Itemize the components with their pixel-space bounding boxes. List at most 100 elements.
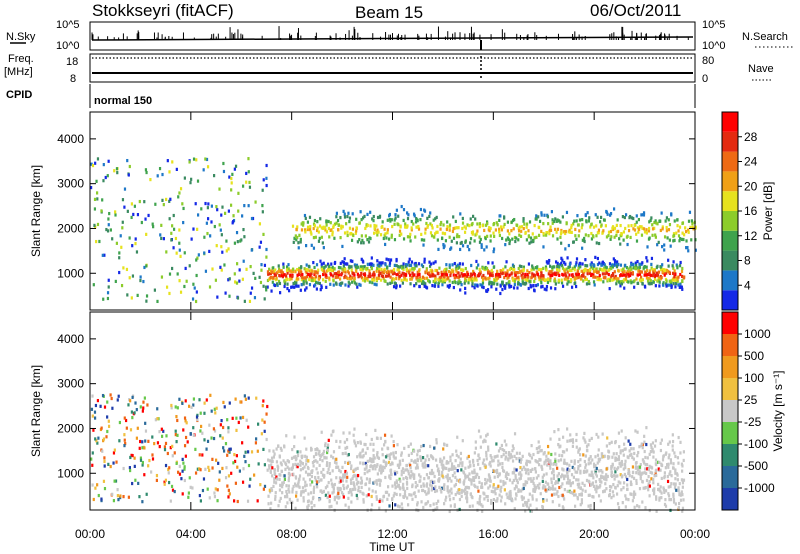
cell [604,224,607,228]
cell [515,478,518,483]
cell [301,272,304,277]
cell [549,273,552,277]
cell [460,272,463,276]
cell [448,228,451,232]
cell [679,285,683,289]
cell [635,277,638,281]
cell [577,448,580,452]
cell [90,162,93,166]
cell [453,504,456,509]
cell [308,215,312,219]
cell [665,279,668,283]
cell [450,239,453,243]
cell [499,499,503,503]
cell [592,235,595,239]
cell [364,451,367,455]
cell [375,482,379,486]
cell [344,268,347,272]
cell [556,227,560,231]
cell [216,488,219,492]
cell [335,282,338,286]
cell [414,494,417,499]
cell [473,471,476,475]
cell [584,233,587,237]
cell [241,214,244,218]
cell [392,269,395,274]
cell [508,273,511,277]
cell [455,275,458,279]
cell [476,501,479,505]
cell [602,268,605,272]
cell [354,487,357,491]
cell [106,296,110,301]
cell [604,272,607,276]
cell [660,438,663,442]
cell [387,493,391,497]
cell [582,469,586,473]
cell [446,488,449,493]
cell [400,273,403,277]
cell [616,474,619,478]
cell [309,483,312,487]
cell [577,485,580,489]
cell [416,466,419,470]
cell [91,483,94,487]
cell [464,488,467,492]
cell [560,230,563,234]
cell [265,255,268,259]
cell [344,503,347,507]
cell [198,398,201,402]
cell [501,280,504,284]
cell [576,482,579,487]
cell [154,418,157,422]
cell [663,502,667,507]
cell [548,232,551,236]
cell [535,447,538,451]
cell [184,454,187,458]
cell [587,443,590,447]
cell [305,458,308,463]
cell [228,277,231,281]
cell [504,243,507,247]
cell [179,254,182,258]
cell [532,476,535,481]
cell [121,198,125,202]
cell [335,215,338,219]
cell [310,505,313,510]
cell [565,462,569,466]
cell [613,270,616,274]
cell [420,238,423,242]
cell [103,464,106,468]
cell [448,226,451,230]
cell [434,489,437,494]
cell [407,213,410,217]
cell [268,449,271,453]
cell [576,214,579,218]
cell [522,219,525,223]
cell [651,449,654,453]
cell [666,236,669,240]
cell [538,457,541,462]
cell [624,436,627,440]
cell [272,266,275,270]
cell [349,259,352,263]
cell [513,217,516,222]
colorbar-tick-label: -100 [744,437,768,451]
cell [458,497,462,502]
cell [459,280,462,285]
cell [533,236,536,240]
cell [510,229,513,233]
cell [630,452,633,457]
cell [660,268,663,272]
cell [626,279,629,283]
cell [366,266,369,270]
cell [456,435,459,439]
cell [601,268,604,272]
cell [284,467,287,471]
cell [535,235,538,239]
cell [478,456,481,461]
cell [356,466,359,470]
cell [677,275,680,279]
cell [216,499,219,503]
